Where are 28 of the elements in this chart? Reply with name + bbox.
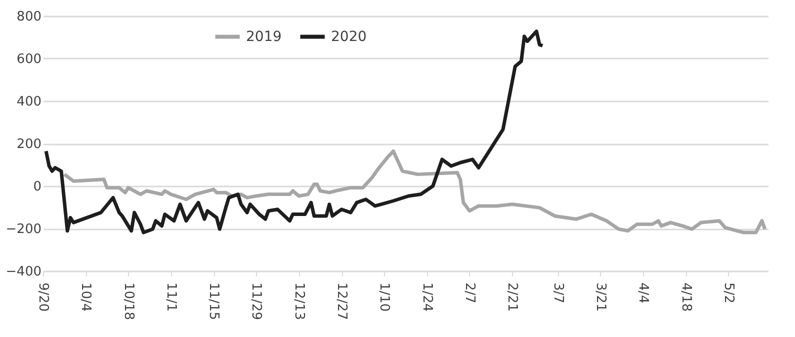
y-tick-label: 400 bbox=[16, 94, 42, 110]
y-tick-label: 0 bbox=[33, 180, 42, 194]
x-tick-label: 11/29 bbox=[248, 282, 264, 320]
x-tick-label: 2/7 bbox=[462, 282, 477, 304]
y-tick-label: −400 bbox=[6, 264, 42, 280]
x-tick-label: 9/20 bbox=[36, 282, 50, 312]
x-tick-label: 10/18 bbox=[120, 282, 136, 320]
x-tick-label: 1/10 bbox=[376, 282, 392, 312]
x-tick-label: 3/7 bbox=[550, 282, 566, 304]
x-tick-label: 11/1 bbox=[163, 282, 178, 312]
y-tick-label: 200 bbox=[16, 137, 42, 152]
x-tick-label: 10/4 bbox=[78, 282, 94, 312]
x-tick-label: 3/21 bbox=[592, 282, 608, 312]
x-tick-label: 12/13 bbox=[291, 282, 306, 320]
x-tick-label: 2/21 bbox=[504, 282, 520, 312]
x-tick-label: 4/18 bbox=[678, 282, 694, 312]
y-tick-label: 600 bbox=[16, 52, 42, 67]
x-tick-label: 11/15 bbox=[206, 282, 222, 320]
legend-label: 2020 bbox=[331, 28, 367, 45]
legend-label: 2019 bbox=[246, 28, 282, 45]
x-tick-label: 12/27 bbox=[334, 282, 350, 320]
x-tick-label: 1/24 bbox=[419, 282, 434, 312]
line-series bbox=[62, 149, 767, 234]
line-series bbox=[44, 30, 544, 234]
x-tick-label: 4/4 bbox=[636, 282, 651, 304]
x-tick-label: 5/2 bbox=[720, 282, 736, 304]
y-tick-label: −200 bbox=[6, 222, 42, 237]
y-tick-label: 800 bbox=[16, 10, 42, 24]
